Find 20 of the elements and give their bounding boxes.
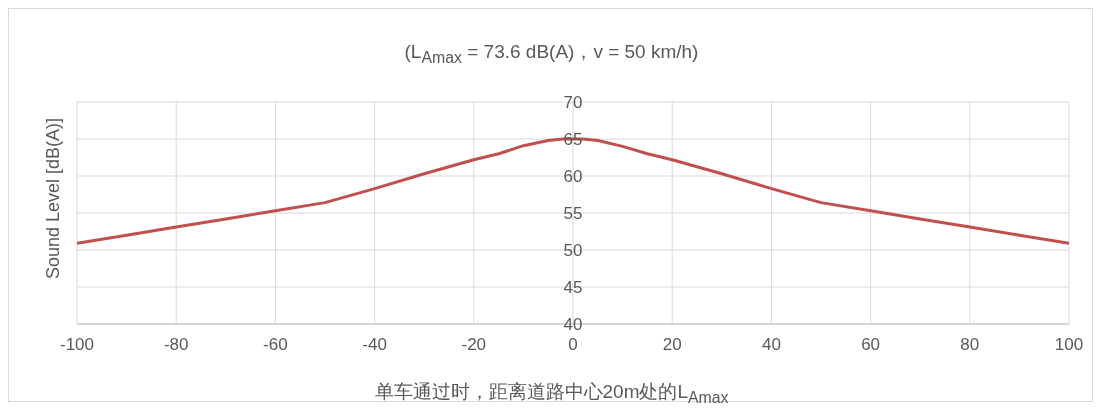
- y-tick-label: 55: [563, 204, 583, 223]
- x-tick-label: 20: [662, 335, 682, 355]
- x-axis-title: 单车通过时，距离道路中心20m处的L$_{Amax}$: [373, 380, 730, 407]
- y-tick-label: 60: [563, 167, 583, 186]
- x-tick-label: 0: [568, 335, 578, 355]
- x-tick-label: 100: [1054, 335, 1084, 355]
- y-axis-title: Sound Level [dB(A)]: [42, 116, 64, 282]
- x-tick-label: 80: [960, 335, 980, 355]
- x-tick-label: 60: [861, 335, 881, 355]
- x-tick-label: -100: [59, 335, 95, 355]
- x-tick-label: -20: [461, 335, 487, 355]
- y-tick-label: 50: [563, 241, 583, 260]
- x-tick-label: -60: [263, 335, 288, 355]
- y-tick-label: 45: [563, 278, 583, 297]
- x-tick-label: -80: [163, 335, 189, 355]
- y-tick-label: 70: [563, 93, 583, 112]
- x-tick-label: -40: [362, 335, 387, 355]
- y-tick-label: 40: [563, 315, 583, 334]
- x-tick-label: 40: [761, 335, 781, 355]
- chart-title: (L$_{Amax}$ = 73.6 dB(A)，v = 50 km/h): [403, 40, 700, 67]
